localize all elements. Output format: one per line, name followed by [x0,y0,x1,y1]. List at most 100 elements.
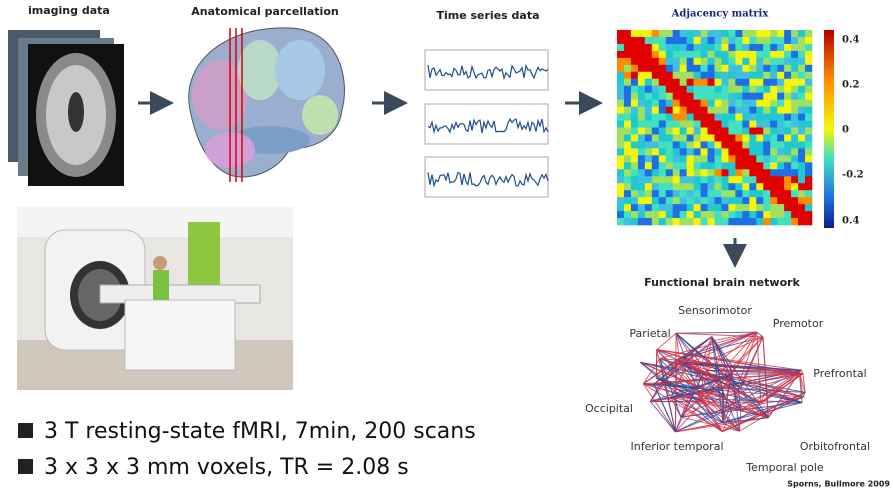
matrix-cell [721,85,729,93]
matrix-cell [651,120,660,128]
matrix-cell [672,120,680,128]
matrix-cell [770,183,778,191]
matrix-cell [784,106,792,114]
matrix-cell [735,92,743,100]
network-edge [650,375,731,402]
matrix-cell [805,120,813,128]
matrix-cell [714,183,722,191]
matrix-cell [693,43,701,52]
network-edge [675,332,739,387]
matrix-cell [714,92,722,100]
matrix-cell [763,57,771,66]
matrix-cell [721,71,729,80]
matrix-cell [665,211,674,219]
matrix-cell [763,71,771,80]
matrix-cell [770,141,778,149]
matrix-cell [707,43,715,52]
matrix-cell [791,141,799,149]
matrix-cell [644,106,653,114]
matrix-cell [644,99,653,107]
matrix-cell [679,50,687,59]
matrix-cell [658,106,667,114]
network-edge [679,361,739,387]
matrix-cell [728,71,736,80]
matrix-cell [693,30,701,38]
matrix-cell [763,99,771,107]
matrix-cell [735,155,743,163]
matrix-cell [777,218,785,226]
network-edge [722,417,769,424]
network-edge [731,370,800,374]
matrix-cell [686,106,694,114]
matrix-cell [644,36,653,45]
matrix-cell [658,134,667,142]
matrix-cell [805,50,813,59]
matrix-cell [630,71,639,80]
matrix-cell [763,197,771,205]
adjacency-matrix [617,30,813,226]
matrix-cell [651,127,660,135]
network-edge [760,369,802,403]
matrix-cell [791,211,799,219]
matrix-cell [784,78,792,87]
matrix-cell [721,43,729,52]
matrix-cell [679,36,687,45]
matrix-cell [777,99,785,107]
matrix-cell [686,141,694,149]
matrix-cell [686,134,694,142]
matrix-cell [637,183,646,191]
matrix-cell [749,218,757,226]
matrix-cell [784,134,792,142]
matrix-cell [686,155,694,163]
matrix-cell [756,99,764,107]
matrix-cell [784,141,792,149]
matrix-cell [644,43,653,52]
matrix-cell [686,50,694,59]
step-label: Anatomical parcellation [191,5,338,18]
matrix-cell [784,113,792,121]
matrix-cell [644,127,653,135]
matrix-cell [770,99,778,107]
matrix-cell [686,218,694,226]
matrix-cell [644,190,653,198]
matrix-cell [791,148,799,156]
matrix-cell [644,169,653,177]
matrix-cell [770,113,778,121]
matrix-cell [637,78,646,87]
matrix-cell [665,71,674,80]
matrix-cell [742,141,750,149]
network-edge [643,359,678,385]
matrix-cell [777,155,785,163]
matrix-cell [630,176,639,184]
matrix-cell [679,197,687,205]
matrix-cell [756,169,764,177]
matrix-cell [721,190,729,198]
matrix-cell [672,211,680,219]
step-label: Adjacency matrix [671,9,770,20]
matrix-cell [791,36,799,45]
matrix-cell [707,99,715,107]
bullet-marker [18,423,33,438]
matrix-cell [693,183,701,191]
network-edge [722,375,731,423]
matrix-cell [714,190,722,198]
matrix-cell [721,141,729,149]
matrix-cell [749,71,757,80]
matrix-cell [637,64,646,73]
matrix-cell [805,99,813,107]
matrix-cell [651,155,660,163]
credit: Sporns, Bullmore 2009 [787,480,890,489]
matrix-cell [777,176,785,184]
matrix-cell [617,197,625,205]
matrix-cell [679,57,687,66]
matrix-cell [791,120,799,128]
matrix-cell [749,64,757,73]
matrix-cell [658,197,667,205]
matrix-cell [637,190,646,198]
network-edge [649,361,681,402]
matrix-cell [791,64,799,73]
matrix-cell [630,57,639,66]
matrix-cell [791,169,799,177]
matrix-cell [707,113,715,121]
matrix-cell [679,127,687,135]
